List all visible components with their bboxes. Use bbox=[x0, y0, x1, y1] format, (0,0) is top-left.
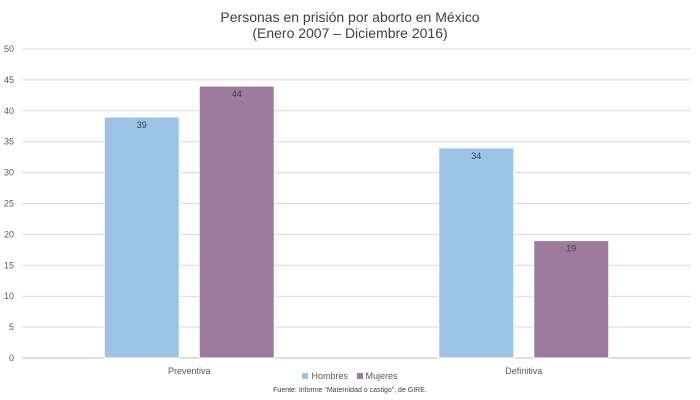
bar-mujeres-preventiva bbox=[198, 85, 275, 359]
bar-hombres-preventiva bbox=[103, 116, 180, 359]
y-tick-label: 0 bbox=[9, 353, 14, 363]
data-label: 34 bbox=[471, 151, 481, 161]
source-note: Fuente: Informe “Maternidad o castigo”, … bbox=[273, 387, 427, 394]
legend-item-hombres: Hombres bbox=[302, 371, 348, 381]
y-tick-label: 10 bbox=[4, 291, 14, 301]
y-tick-label: 30 bbox=[4, 168, 14, 178]
y-tick-label: 40 bbox=[4, 106, 14, 116]
x-tick-label-preventiva: Preventiva bbox=[168, 366, 211, 376]
legend-label-mujeres: Mujeres bbox=[365, 371, 398, 381]
data-label: 44 bbox=[232, 89, 242, 99]
y-tick-label: 45 bbox=[4, 75, 14, 85]
chart-subtitle: (Enero 2007 – Diciembre 2016) bbox=[252, 25, 448, 41]
legend: Hombres Mujeres bbox=[0, 371, 700, 381]
legend-swatch-hombres bbox=[302, 373, 309, 379]
y-tick-label: 50 bbox=[4, 44, 14, 54]
chart-title: Personas en prisión por aborto en México bbox=[220, 9, 480, 25]
legend-item-mujeres: Mujeres bbox=[356, 371, 398, 381]
x-tick-label-definitiva: Definitiva bbox=[505, 366, 542, 376]
data-label: 39 bbox=[137, 120, 147, 130]
y-tick-label: 35 bbox=[4, 137, 14, 147]
legend-label-hombres: Hombres bbox=[311, 371, 348, 381]
y-tick-label: 5 bbox=[9, 322, 14, 332]
bar-hombres-definitiva bbox=[438, 147, 515, 359]
y-tick-label: 20 bbox=[4, 229, 14, 239]
legend-swatch-mujeres bbox=[356, 373, 363, 379]
bar-mujeres-definitiva bbox=[533, 240, 610, 359]
data-label: 19 bbox=[566, 244, 576, 254]
y-tick-label: 25 bbox=[4, 199, 14, 209]
y-tick-label: 15 bbox=[4, 260, 14, 270]
